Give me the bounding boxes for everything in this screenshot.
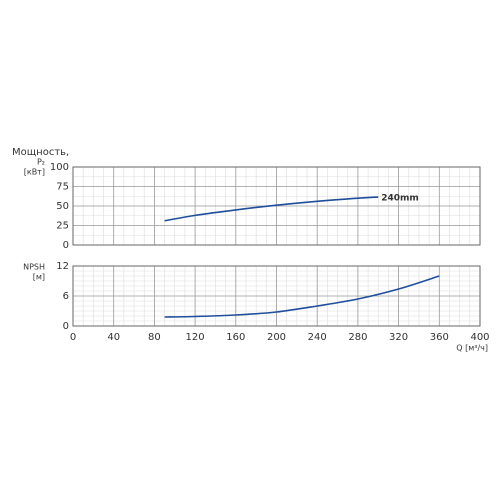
- y-axis-label: [м]: [33, 273, 45, 282]
- y-axis-label: Мощность,: [12, 147, 69, 158]
- x-tick-label: 0: [70, 332, 76, 343]
- x-tick-label: 80: [148, 332, 161, 343]
- y-axis-label: NPSH: [23, 263, 45, 272]
- y-tick-label: 75: [56, 182, 69, 193]
- series-label: 240mm: [381, 194, 419, 204]
- x-tick-label: 360: [430, 332, 449, 343]
- x-tick-label: 120: [186, 332, 205, 343]
- x-tick-label: 240: [308, 332, 327, 343]
- x-tick-label: 160: [226, 332, 245, 343]
- x-tick-label: 40: [107, 332, 120, 343]
- y-axis-label: P₂: [37, 158, 45, 167]
- curve: [164, 275, 440, 318]
- y-tick-label: 25: [56, 221, 69, 232]
- x-tick-label: 320: [389, 332, 408, 343]
- plot-frame: [72, 265, 481, 327]
- x-tick-label: 200: [267, 332, 286, 343]
- x-tick-label: 280: [348, 332, 367, 343]
- y-tick-label: 100: [50, 162, 69, 173]
- plot-frame: [72, 166, 481, 246]
- y-tick-label: 6: [63, 291, 69, 302]
- y-tick-label: 50: [56, 201, 69, 212]
- y-tick-label: 12: [56, 261, 69, 272]
- curve: [164, 196, 379, 222]
- y-tick-label: 0: [63, 240, 69, 251]
- x-axis-label: Q [м³/ч]: [456, 344, 488, 353]
- y-axis-label: [кВт]: [24, 168, 45, 177]
- x-tick-label: 400: [470, 332, 489, 343]
- y-tick-label: 0: [63, 321, 69, 332]
